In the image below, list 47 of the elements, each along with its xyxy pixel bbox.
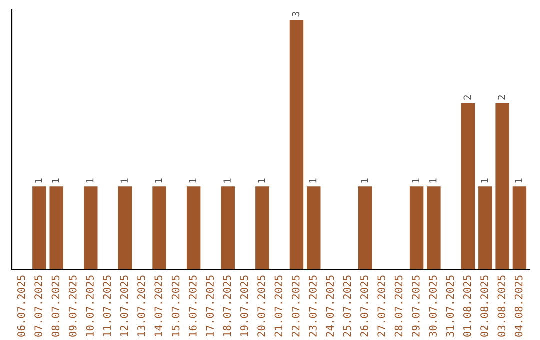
x-tick-label: 31.07.2025 <box>446 276 454 337</box>
data-label: 1 <box>35 178 42 183</box>
data-label: 3 <box>292 12 300 17</box>
data-label: 1 <box>86 178 94 183</box>
data-label: 2 <box>498 96 506 100</box>
x-tick-label: 27.07.2025 <box>378 276 386 337</box>
x-tick-label: 07.07.2025 <box>34 276 42 337</box>
x-tick-label: 13.07.2025 <box>138 276 146 336</box>
x-tick-label: 25.07.2025 <box>343 276 352 337</box>
x-tick-label: 23.07.2025 <box>309 276 317 337</box>
data-label: 2 <box>464 96 471 100</box>
x-tick-label: 18.07.2025 <box>223 276 232 336</box>
x-tick-label: 06.07.2025 <box>17 276 26 337</box>
x-tick-label: 12.07.2025 <box>120 276 128 336</box>
x-tick-label: 09.07.2025 <box>68 276 77 337</box>
data-label: 1 <box>189 178 197 183</box>
data-label: 1 <box>52 178 60 183</box>
x-tick-label: 04.08.2025 <box>514 276 523 337</box>
data-label: 1 <box>310 178 317 183</box>
x-tick-label: 28.07.2025 <box>394 276 403 337</box>
x-tick-label: 26.07.2025 <box>360 276 368 337</box>
data-label: 1 <box>430 178 437 183</box>
x-tick-label: 03.08.2025 <box>498 276 506 337</box>
data-label: 1 <box>515 178 522 183</box>
x-tick-label: 21.07.2025 <box>274 276 283 337</box>
x-tick-label: 29.07.2025 <box>412 276 420 337</box>
x-tick-label: 14.07.2025 <box>154 276 163 336</box>
x-tick-label: 19.07.2025 <box>240 276 248 336</box>
data-label: 1 <box>412 178 420 183</box>
x-tick-label: 01.08.2025 <box>463 276 472 337</box>
x-tick-label: 11.07.2025 <box>103 276 112 336</box>
data-label: 1 <box>224 178 231 183</box>
x-tick-label: 30.07.2025 <box>429 276 437 337</box>
data-label: 1 <box>120 178 128 183</box>
data-label: 1 <box>155 178 162 183</box>
x-tick-label: 02.08.2025 <box>480 276 488 337</box>
x-tick-label: 15.07.2025 <box>172 276 180 336</box>
x-tick-label: 20.07.2025 <box>258 276 266 337</box>
x-tick-label: 08.07.2025 <box>52 276 60 337</box>
x-tick-label: 16.07.2025 <box>188 276 197 336</box>
x-tick-label: 17.07.2025 <box>206 276 214 336</box>
data-label: 1 <box>481 178 488 183</box>
x-tick-label: 22.07.2025 <box>292 276 300 337</box>
x-tick-label: 10.07.2025 <box>86 276 94 336</box>
data-label: 1 <box>258 178 266 183</box>
x-tick-label: 24.07.2025 <box>326 276 334 337</box>
data-label: 1 <box>360 178 368 183</box>
